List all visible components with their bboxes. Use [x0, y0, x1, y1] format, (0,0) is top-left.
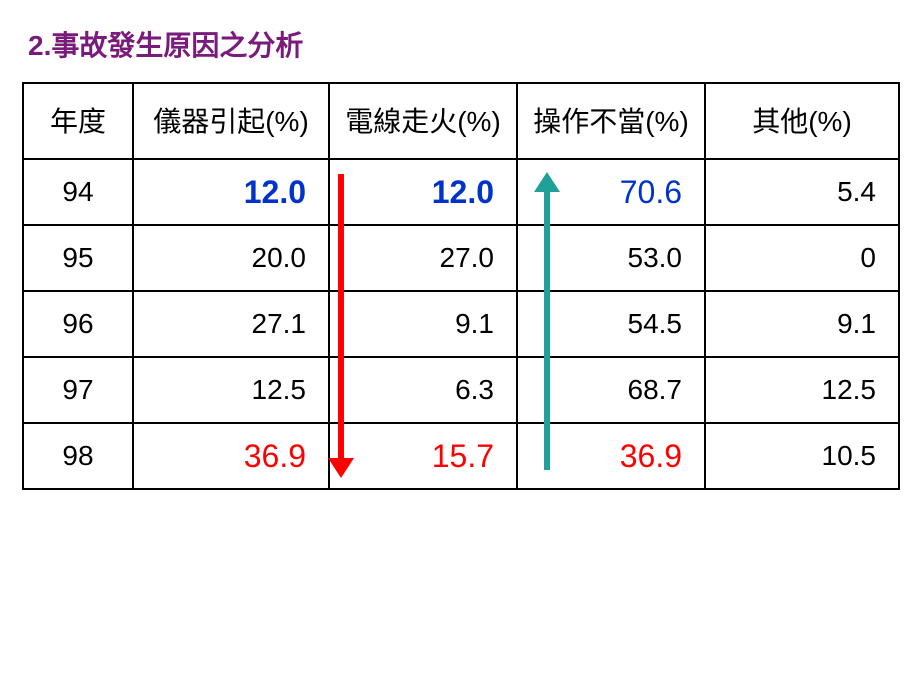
- value-cell: 27.0: [329, 225, 517, 291]
- table-row: 9412.012.070.65.4: [23, 159, 899, 225]
- value-cell: 12.5: [705, 357, 899, 423]
- table-body: 9412.012.070.65.49520.027.053.009627.19.…: [23, 159, 899, 489]
- value-cell: 36.9: [133, 423, 329, 489]
- year-cell: 97: [23, 357, 133, 423]
- value-cell: 12.5: [133, 357, 329, 423]
- col-other: 其他(%): [705, 83, 899, 159]
- year-cell: 94: [23, 159, 133, 225]
- value-cell: 0: [705, 225, 899, 291]
- table-row: 9520.027.053.00: [23, 225, 899, 291]
- col-year: 年度: [23, 83, 133, 159]
- table-container: 年度 儀器引起(%) 電線走火(%) 操作不當(%) 其他(%) 9412.01…: [22, 82, 898, 490]
- value-cell: 5.4: [705, 159, 899, 225]
- value-cell: 10.5: [705, 423, 899, 489]
- year-cell: 96: [23, 291, 133, 357]
- trend-arrow-down-icon: [338, 174, 344, 460]
- value-cell: 20.0: [133, 225, 329, 291]
- value-cell: 12.0: [133, 159, 329, 225]
- table-header-row: 年度 儀器引起(%) 電線走火(%) 操作不當(%) 其他(%): [23, 83, 899, 159]
- value-cell: 9.1: [705, 291, 899, 357]
- trend-arrow-up-icon: [544, 190, 550, 470]
- year-cell: 95: [23, 225, 133, 291]
- causes-table: 年度 儀器引起(%) 電線走火(%) 操作不當(%) 其他(%) 9412.01…: [22, 82, 900, 490]
- year-cell: 98: [23, 423, 133, 489]
- col-op: 操作不當(%): [517, 83, 705, 159]
- value-cell: 27.1: [133, 291, 329, 357]
- value-cell: 9.1: [329, 291, 517, 357]
- table-row: 9836.915.736.910.5: [23, 423, 899, 489]
- page-title: 2.事故發生原因之分析: [28, 24, 303, 64]
- col-equip: 儀器引起(%): [133, 83, 329, 159]
- value-cell: 15.7: [329, 423, 517, 489]
- table-row: 9627.19.154.59.1: [23, 291, 899, 357]
- value-cell: 6.3: [329, 357, 517, 423]
- value-cell: 12.0: [329, 159, 517, 225]
- table-row: 9712.56.368.712.5: [23, 357, 899, 423]
- col-wire: 電線走火(%): [329, 83, 517, 159]
